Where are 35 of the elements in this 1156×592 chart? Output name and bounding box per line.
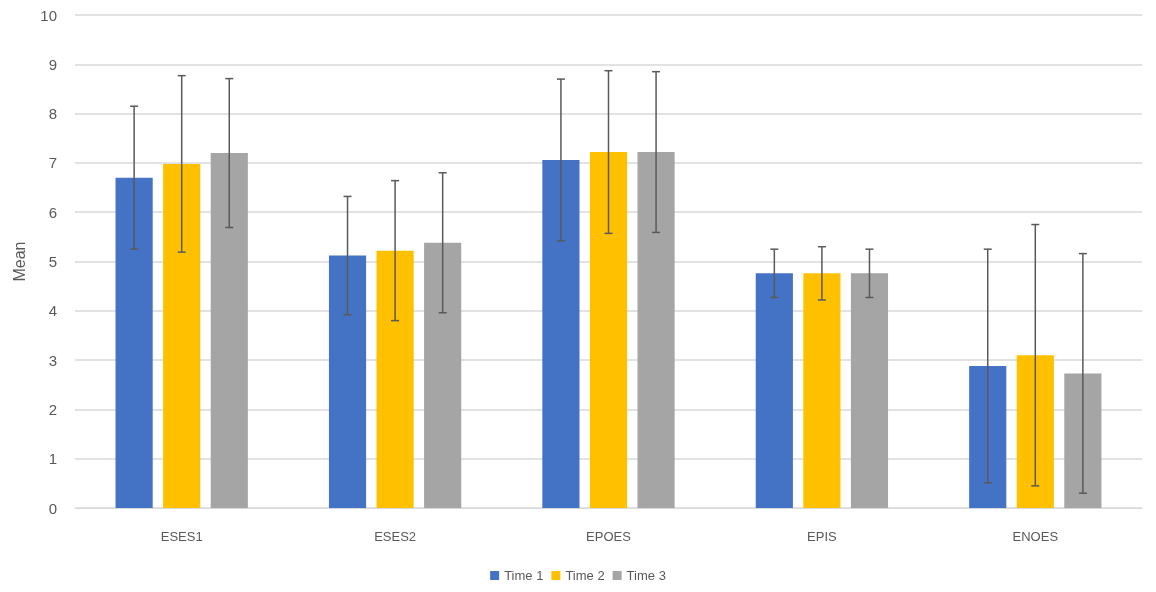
bar [542,159,580,508]
bar [328,255,367,508]
bar [115,177,153,508]
bar [424,242,462,508]
bar [1064,373,1102,508]
bar [850,273,889,508]
legend-label: Time 2 [565,568,605,583]
bar [1016,355,1054,508]
x-tick-label: EPOES [586,529,632,544]
legend-label: Time 3 [626,568,666,583]
y-tick-label: 1 [48,450,57,468]
x-tick-label: EPIS [807,529,838,544]
y-axis-title: Mean [10,241,28,282]
y-tick-label: 3 [48,351,57,369]
bar [969,366,1007,508]
y-tick-label: 10 [40,6,57,24]
y-tick-label: 8 [48,105,57,123]
x-tick-label: ESES1 [160,529,203,544]
x-tick-label: ENOES [1012,529,1059,544]
x-tick-label: ESES2 [374,529,417,544]
bar [589,152,628,508]
bar [803,273,841,508]
bar [637,152,675,508]
bar [755,273,793,508]
y-tick-label: 2 [48,400,57,418]
y-tick-label: 4 [48,302,57,320]
bar [210,153,248,508]
y-tick-label: 5 [48,253,57,270]
y-tick-label: 7 [48,154,57,172]
legend-label: Time 1 [504,568,544,583]
bar [376,250,414,508]
y-tick-label: 0 [48,499,57,517]
y-tick-label: 6 [48,203,57,221]
y-tick-label: 9 [48,55,57,73]
bar [163,163,201,508]
